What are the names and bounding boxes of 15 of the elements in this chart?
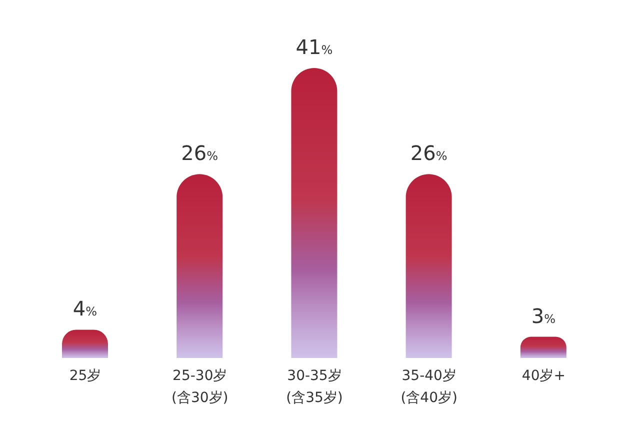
bar (520, 336, 566, 358)
bar (406, 174, 452, 358)
data-label: 26% (410, 141, 448, 166)
x-tick-label: 30-35岁 (含35岁) (286, 368, 343, 406)
x-tick-label: 25岁 (69, 368, 102, 384)
x-tick-label: 40岁+ (522, 368, 566, 384)
bar (291, 68, 338, 358)
x-tick-label: 25-30岁 (含30岁) (172, 368, 228, 406)
data-label: 3% (531, 304, 556, 328)
data-label: 41% (296, 35, 333, 59)
bar (62, 330, 108, 358)
x-tick-label: 35-40岁 (含40岁) (400, 368, 458, 406)
data-label: 26% (181, 141, 218, 166)
data-label: 4% (72, 296, 98, 321)
bar (176, 174, 223, 358)
